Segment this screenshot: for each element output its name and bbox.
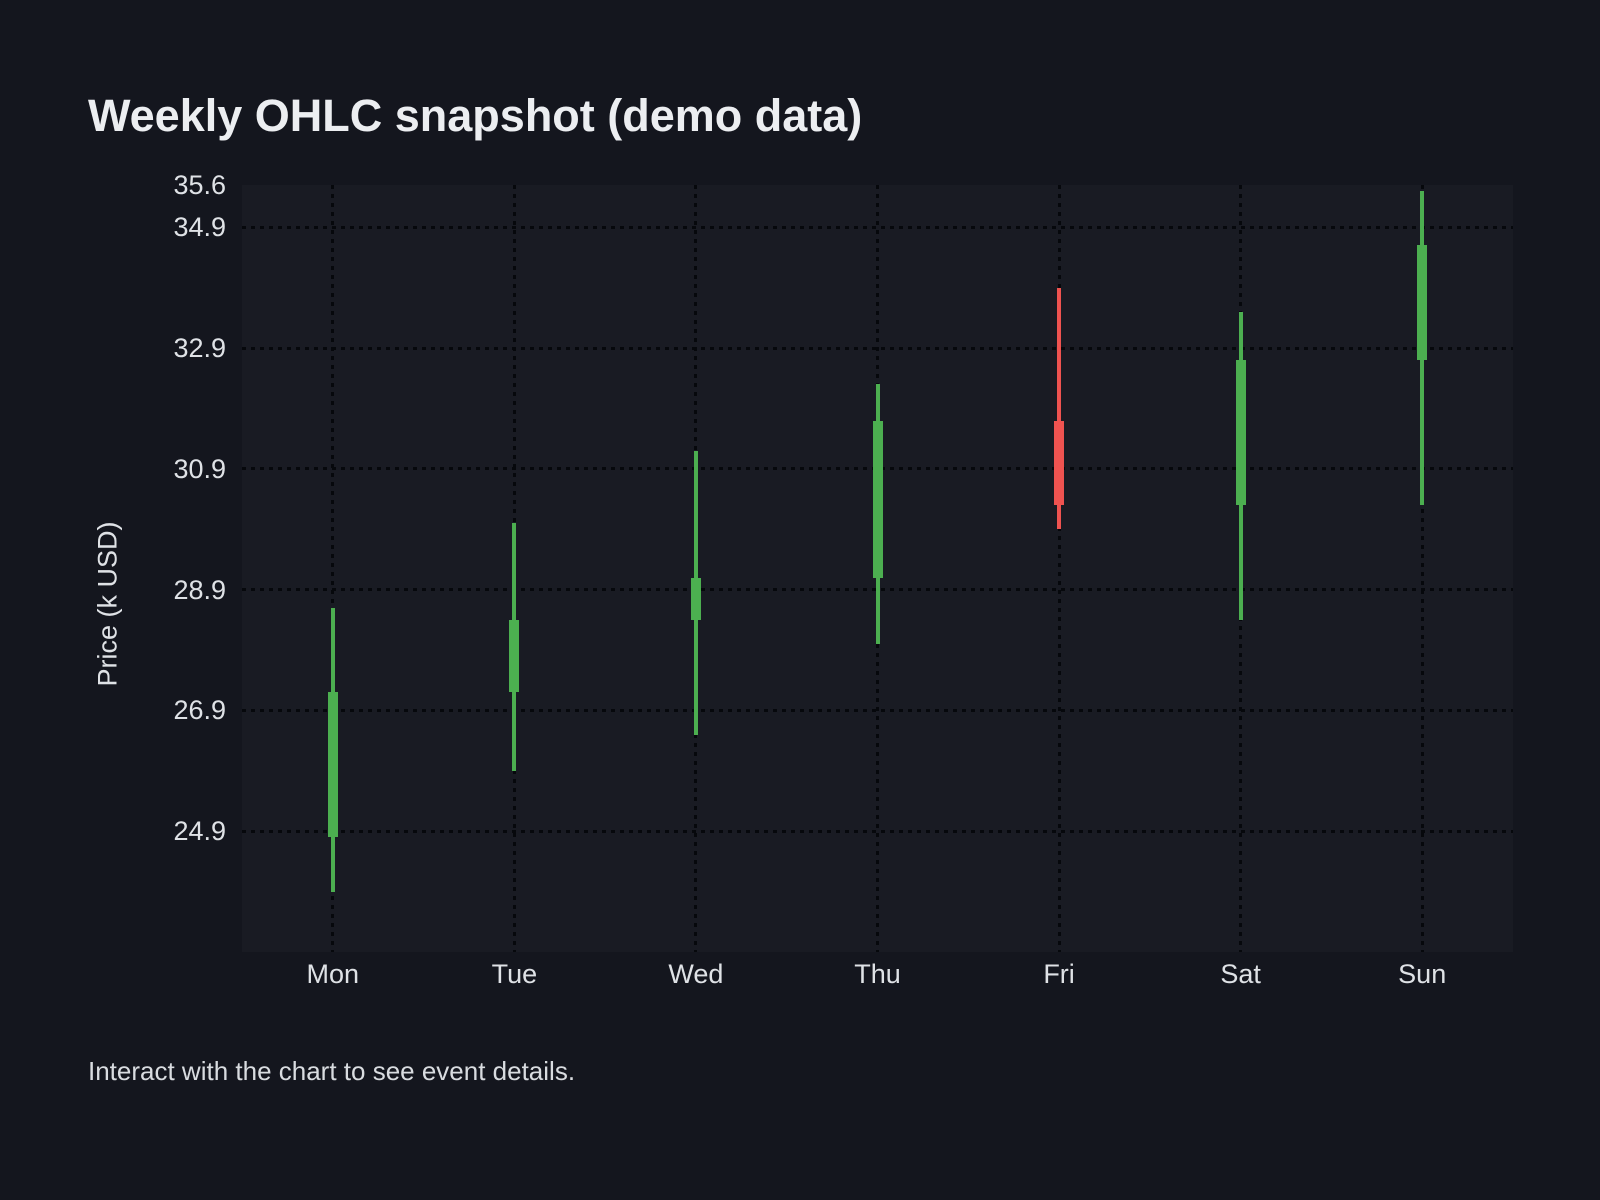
x-gridline bbox=[1420, 185, 1424, 952]
y-tick-label: 26.9 bbox=[173, 695, 226, 726]
y-tick-label: 28.9 bbox=[173, 574, 226, 605]
y-tick-label: 35.6 bbox=[173, 170, 226, 200]
chart-caption: Interact with the chart to see event det… bbox=[88, 1056, 576, 1086]
candle-thu[interactable] bbox=[871, 384, 885, 644]
candle-body bbox=[509, 619, 520, 693]
x-gridline bbox=[331, 185, 335, 952]
x-tick-label: Fri bbox=[1043, 959, 1075, 989]
candle-sun[interactable] bbox=[1415, 191, 1429, 506]
x-tick-label: Mon bbox=[306, 959, 360, 989]
x-tick-label: Thu bbox=[854, 959, 901, 989]
chart-title: Weekly OHLC snapshot (demo data) bbox=[88, 90, 863, 141]
x-tick-label: Wed bbox=[668, 959, 724, 989]
candle-body bbox=[1417, 245, 1428, 361]
y-tick-label: 34.9 bbox=[173, 212, 226, 243]
y-tick-label: 32.9 bbox=[173, 333, 226, 364]
x-tick-label: Sat bbox=[1220, 959, 1261, 989]
x-tick-label: Tue bbox=[491, 959, 538, 989]
candle-tue[interactable] bbox=[507, 523, 521, 771]
y-tick-label: 24.9 bbox=[173, 816, 226, 847]
plot-area[interactable] bbox=[242, 185, 1513, 952]
candle-body bbox=[690, 577, 701, 620]
x-tick-label: Sun bbox=[1398, 959, 1447, 989]
candle-wick bbox=[1057, 287, 1062, 530]
candle-body bbox=[327, 692, 338, 838]
candle-body bbox=[1054, 420, 1065, 506]
candle-body bbox=[872, 420, 883, 578]
y-tick-label: 30.9 bbox=[173, 453, 226, 484]
candle-fri[interactable] bbox=[1052, 287, 1066, 530]
candle-sat[interactable] bbox=[1234, 311, 1248, 620]
candle-body bbox=[1235, 360, 1246, 506]
candle-mon[interactable] bbox=[326, 607, 340, 892]
x-gridline bbox=[1057, 185, 1061, 952]
candle-wed[interactable] bbox=[689, 450, 703, 735]
